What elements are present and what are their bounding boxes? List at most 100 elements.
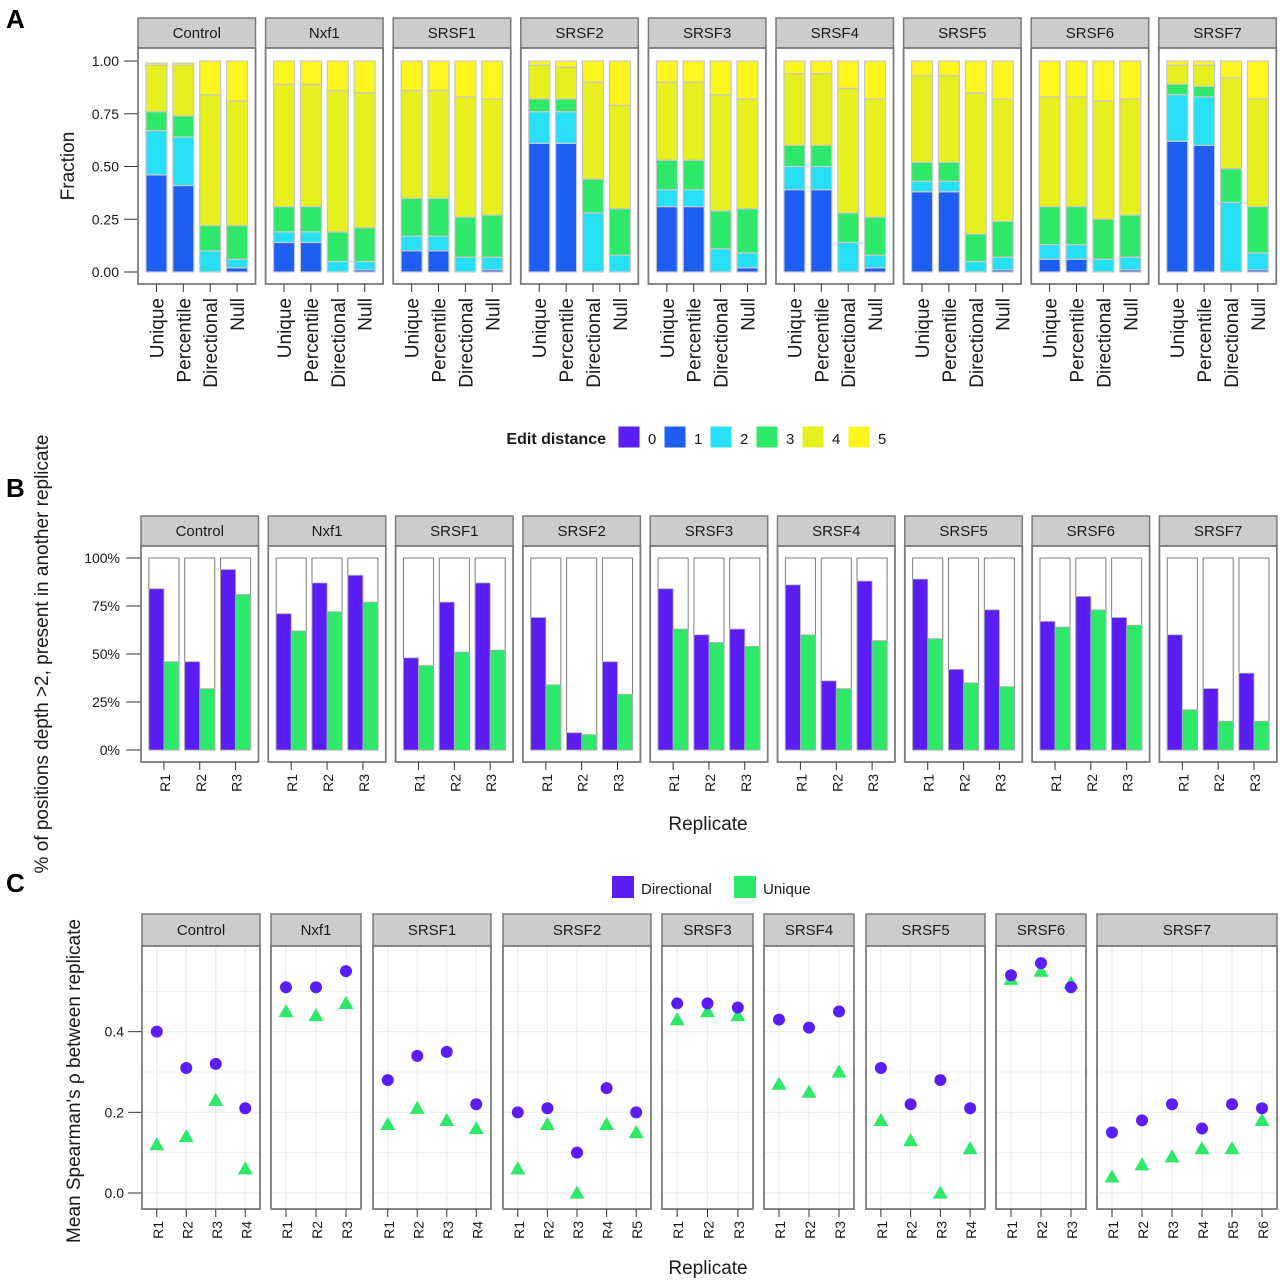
a-facet-srsf3-xtick-label-null: Null xyxy=(738,298,759,331)
a-facet-srsf4-strip xyxy=(775,17,895,49)
c-facet-srsf5-xtick-label-r1: R1 xyxy=(874,1221,890,1239)
a-facet-srsf2-xtick-label-percentile: Percentile xyxy=(557,298,578,383)
a-facet-nxf1-percentile-seg-5 xyxy=(299,60,322,85)
c-facet-srsf6-directional-point-r3 xyxy=(1065,981,1077,994)
c-facet-srsf1-xtick-label-r4: R4 xyxy=(469,1221,485,1239)
b-facet-srsf6-xtick-label-r1: R1 xyxy=(1048,774,1064,792)
a-facet-srsf2-percentile-seg-5 xyxy=(555,60,578,68)
c-facet-srsf7-directional-point-r3 xyxy=(1166,1098,1178,1111)
b-facet-srsf4-r3-bar-unique xyxy=(871,640,888,751)
b-ytick-label-4: 100% xyxy=(84,550,120,566)
a-facet-nxf1-xtick-label-percentile: Percentile xyxy=(302,298,323,383)
a-facet-srsf2-xtick-label-unique: Unique xyxy=(530,298,551,358)
a-facet-srsf7-directional-seg-3 xyxy=(1219,168,1243,203)
c-facet-srsf2-unique-point-r1 xyxy=(510,1161,526,1175)
c-facet-srsf7-border xyxy=(1096,945,1278,1210)
b-facet-srsf2-xtick-label-r2: R2 xyxy=(575,774,591,792)
legend-c-key-directional xyxy=(612,876,634,898)
b-facet-srsf6-label: SRSF6 xyxy=(1067,523,1115,540)
a-facet-srsf5-strip xyxy=(902,17,1022,49)
a-facet-srsf3-null-seg-2 xyxy=(736,252,759,269)
c-facet-srsf3-unique-point-r2 xyxy=(700,1004,715,1018)
a-facet-srsf6-unique-seg-2 xyxy=(1038,243,1061,260)
a-facet-control-unique-seg-3 xyxy=(145,111,168,132)
b-facet-srsf5-xtick-label-r2: R2 xyxy=(957,774,973,792)
a-facet-control-label: Control xyxy=(173,25,221,42)
legend-a-label-5: 5 xyxy=(878,431,886,448)
c-facet-srsf1-xtick-label-r3: R3 xyxy=(440,1221,456,1239)
a-facet-srsf2-xtick-label-directional: Directional xyxy=(584,298,605,388)
c-facet-srsf5-xtick-label-r2: R2 xyxy=(904,1221,920,1239)
c-facet-srsf5-unique-point-r2 xyxy=(903,1133,919,1147)
c-ytick-label-1: 0.2 xyxy=(105,1104,125,1120)
a-facet-srsf3-label: SRSF3 xyxy=(683,25,731,42)
a-facet-srsf2-null-seg-2 xyxy=(608,254,631,273)
c-facet-srsf2-unique-point-r5 xyxy=(628,1125,644,1139)
b-facet-srsf5-xtick-label-r3: R3 xyxy=(992,774,1008,792)
a-facet-srsf1-xtick-label-percentile: Percentile xyxy=(430,298,451,383)
b-facet-control-r1-bar-unique xyxy=(163,661,180,751)
a-facet-srsf4-null-seg-5 xyxy=(863,60,887,100)
a-facet-srsf5-percentile-seg-5 xyxy=(937,60,960,77)
a-facet-srsf1-percentile-seg-2 xyxy=(427,235,450,252)
c-facet-nxf1-label: Nxf1 xyxy=(301,922,332,939)
b-facet-srsf3-r2-bar-unique xyxy=(708,642,725,751)
b-facet-srsf4-xtick-label-r3: R3 xyxy=(865,774,881,792)
b-facet-srsf2-label: SRSF2 xyxy=(557,523,605,540)
a-facet-srsf5-directional-seg-2 xyxy=(964,260,987,273)
a-facet-srsf1-unique-seg-2 xyxy=(400,235,423,252)
b-facet-srsf1-r2-bar-directional xyxy=(438,601,455,751)
a-facet-srsf2-directional-seg-5 xyxy=(581,60,605,83)
a-facet-srsf6-null-seg-3 xyxy=(1119,214,1142,258)
legend-a-key-3 xyxy=(755,425,779,449)
a-facet-srsf4-xtick-label-null: Null xyxy=(866,298,887,331)
a-facet-srsf6-label: SRSF6 xyxy=(1066,25,1114,42)
a-facet-srsf1-percentile-seg-4 xyxy=(427,89,450,199)
c-facet-nxf1-directional-point-r3 xyxy=(340,965,352,978)
c-facet-srsf2-unique-point-r3 xyxy=(569,1185,585,1199)
b-facet-srsf5-r2-bar-unique xyxy=(963,682,979,751)
c-facet-control-directional-point-r4 xyxy=(239,1102,252,1115)
a-facet-srsf4-percentile-seg-2 xyxy=(810,165,833,191)
b-facet-srsf3-xtick-label-r3: R3 xyxy=(738,774,754,792)
a-facet-srsf3-xtick-label-unique: Unique xyxy=(658,298,679,358)
a-facet-srsf7-null-seg-2 xyxy=(1246,252,1269,271)
b-facet-srsf4-xtick-label-r2: R2 xyxy=(829,774,845,792)
b-facet-srsf1-xtick-label-r3: R3 xyxy=(483,774,499,792)
a-facet-srsf7-percentile-seg-1 xyxy=(1193,144,1216,273)
c-facet-srsf6-xtick-label-r2: R2 xyxy=(1034,1221,1050,1239)
a-facet-nxf1-percentile-seg-2 xyxy=(299,231,322,244)
c-facet-srsf2-directional-point-r1 xyxy=(511,1106,524,1119)
b-facet-srsf2-r2-bar-directional xyxy=(566,732,583,751)
b-facet-srsf1-xtick-label-r2: R2 xyxy=(447,774,463,792)
a-facet-srsf7-strip xyxy=(1158,17,1278,49)
a-facet-nxf1-directional-seg-2 xyxy=(326,260,349,273)
c-facet-srsf5-directional-point-r1 xyxy=(874,1061,887,1074)
a-facet-srsf5-percentile-seg-1 xyxy=(937,191,960,273)
a-facet-srsf4-null-seg-1 xyxy=(863,267,887,273)
c-facet-srsf4-xtick-label-r2: R2 xyxy=(802,1221,818,1239)
b-facet-srsf6-r3-bar-unique xyxy=(1126,624,1143,751)
a-facet-srsf6-percentile-seg-3 xyxy=(1065,205,1088,246)
a-facet-control-unique-seg-1 xyxy=(145,174,168,273)
c-facet-srsf5-xtick-label-r4: R4 xyxy=(963,1221,979,1239)
b-facet-nxf1-r2-bar-directional xyxy=(311,582,328,751)
b-facet-srsf7-r3-bar-directional xyxy=(1238,672,1255,751)
legend-a-key-1 xyxy=(663,425,687,449)
b-facet-srsf4-r2-bar-directional xyxy=(820,680,837,751)
c-facet-srsf3-label: SRSF3 xyxy=(683,922,731,939)
a-facet-srsf4-xtick-label-percentile: Percentile xyxy=(812,298,833,383)
b-ytick-label-0: 0% xyxy=(100,742,120,758)
b-facet-control-xtick-label-r1: R1 xyxy=(157,774,173,792)
b-ytick-label-1: 25% xyxy=(92,694,120,710)
c-facet-srsf3-xtick-label-r3: R3 xyxy=(731,1221,747,1239)
a-facet-control-null-seg-2 xyxy=(225,258,249,269)
c-facet-srsf3-directional-point-r2 xyxy=(701,997,714,1010)
a-facet-control-xtick-label-percentile: Percentile xyxy=(174,298,195,383)
c-facet-srsf7-unique-point-r3 xyxy=(1164,1149,1180,1163)
a-facet-srsf1-xtick-label-unique: Unique xyxy=(403,298,424,358)
b-ytick-label-3: 75% xyxy=(92,598,120,614)
a-facet-nxf1-null-seg-5 xyxy=(353,60,376,94)
b-facet-nxf1-strip xyxy=(267,515,387,547)
c-facet-srsf3-strip xyxy=(661,913,754,947)
